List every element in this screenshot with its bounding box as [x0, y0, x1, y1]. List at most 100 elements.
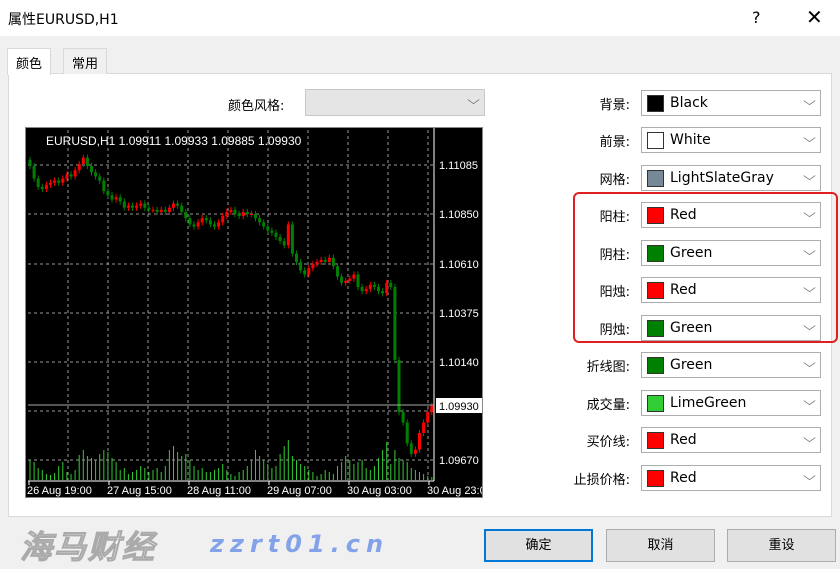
- candle-body: [422, 422, 426, 433]
- candle-body: [430, 405, 434, 413]
- color-swatch: [647, 245, 664, 262]
- chart-header: EURUSD,H1 1.09911 1.09933 1.09885 1.0993…: [46, 134, 302, 148]
- tab-colors[interactable]: 颜色: [7, 48, 52, 75]
- property-label: 阴柱:: [599, 248, 630, 263]
- property-label: 阳柱:: [599, 210, 630, 225]
- candle-body: [266, 226, 270, 231]
- property-row: 止损价格: Red ⌵: [540, 465, 840, 491]
- price-label: 1.10610: [439, 259, 479, 271]
- candle-body: [409, 443, 413, 454]
- color-swatch: [647, 320, 664, 337]
- current-price-label: 1.09930: [439, 401, 479, 413]
- chevron-down-icon: ⌵: [803, 169, 816, 183]
- price-label: 1.09670: [439, 455, 479, 467]
- color-select[interactable]: White ⌵: [641, 127, 821, 153]
- color-name: Red: [670, 432, 697, 448]
- chevron-down-icon: ⌵: [803, 319, 816, 333]
- color-name: LimeGreen: [670, 395, 747, 411]
- candle-body: [282, 241, 286, 246]
- candle-body: [49, 182, 52, 185]
- candle-body: [319, 259, 323, 262]
- chevron-down-icon: ⌵: [803, 131, 816, 145]
- candle-body: [167, 207, 171, 212]
- color-select[interactable]: Green ⌵: [641, 352, 821, 378]
- candle-body: [356, 274, 360, 287]
- candle-body: [98, 176, 102, 181]
- candle-body: [258, 218, 262, 223]
- candle-body: [36, 178, 40, 187]
- candle-body: [147, 207, 151, 210]
- color-name: Black: [670, 95, 708, 111]
- property-label: 折线图:: [586, 360, 630, 375]
- candle-body: [184, 211, 188, 219]
- cancel-button[interactable]: 取消: [606, 529, 715, 562]
- candle-body: [85, 157, 89, 167]
- candle-body: [143, 203, 147, 208]
- candle-body: [311, 264, 315, 269]
- color-style-select[interactable]: ⌵: [305, 89, 485, 116]
- candle-body: [81, 157, 85, 164]
- property-label: 前景:: [599, 135, 630, 150]
- candle-body: [53, 180, 57, 183]
- color-select[interactable]: LimeGreen ⌵: [641, 390, 821, 416]
- time-label: 28 Aug 11:00: [187, 485, 251, 497]
- color-name: White: [670, 132, 711, 148]
- price-label: 1.11085: [439, 160, 478, 172]
- tab-common[interactable]: 常用: [63, 48, 108, 74]
- candle-body: [360, 286, 364, 292]
- candle-body: [225, 211, 229, 217]
- candle-body: [114, 197, 118, 200]
- candle-body: [336, 266, 339, 277]
- ok-button[interactable]: 确定: [484, 529, 593, 562]
- candle-body: [180, 205, 184, 212]
- color-select[interactable]: Black ⌵: [641, 90, 821, 116]
- color-name: Red: [670, 207, 697, 223]
- candle-body: [57, 180, 61, 183]
- help-button[interactable]: ?: [752, 8, 761, 27]
- chevron-down-icon: ⌵: [803, 206, 816, 220]
- property-row: 买价线: Red ⌵: [540, 427, 840, 453]
- color-select[interactable]: Green ⌵: [641, 315, 821, 341]
- candle-body: [61, 178, 65, 183]
- close-button[interactable]: ✕: [806, 5, 823, 29]
- candle-body: [344, 280, 348, 283]
- candle-body: [159, 209, 163, 212]
- color-swatch: [647, 170, 664, 187]
- chevron-down-icon: ⌵: [467, 93, 480, 107]
- candle-body: [278, 236, 282, 242]
- candle-body: [348, 278, 352, 281]
- candle-body: [327, 257, 331, 262]
- candle-body: [340, 276, 344, 283]
- candle-body: [331, 257, 335, 267]
- color-name: Green: [670, 320, 713, 336]
- property-row: 阳柱: Red ⌵: [540, 202, 840, 228]
- candle-body: [237, 214, 241, 217]
- color-select[interactable]: Green ⌵: [641, 240, 821, 266]
- chart-canvas: EURUSD,H1 1.09911 1.09933 1.09885 1.0993…: [27, 128, 482, 497]
- candle-body: [299, 261, 303, 271]
- color-select[interactable]: Red ⌵: [641, 277, 821, 303]
- window-title: 属性EURUSD,H1: [8, 12, 119, 28]
- reset-button[interactable]: 重设: [727, 529, 836, 562]
- candle-body: [426, 412, 430, 423]
- chevron-down-icon: ⌵: [803, 356, 816, 370]
- color-select[interactable]: Red ⌵: [641, 427, 821, 453]
- candle-body: [368, 284, 372, 290]
- color-select[interactable]: Red ⌵: [641, 202, 821, 228]
- property-row: 网格: LightSlateGray ⌵: [540, 165, 840, 191]
- candle-body: [241, 211, 245, 217]
- time-label: 27 Aug 15:00: [107, 485, 172, 497]
- candle-body: [196, 222, 200, 227]
- candle-body: [135, 205, 139, 208]
- candle-body: [286, 224, 290, 246]
- candle-body: [381, 291, 385, 294]
- watermark-url: zzrt01.cn: [210, 530, 390, 558]
- candle-body: [131, 205, 134, 208]
- candle-body: [90, 166, 93, 173]
- color-select[interactable]: Red ⌵: [641, 465, 821, 491]
- color-name: Red: [670, 470, 697, 486]
- color-swatch: [647, 432, 664, 449]
- candle-body: [126, 205, 130, 208]
- color-select[interactable]: LightSlateGray ⌵: [641, 165, 821, 191]
- price-label: 1.10140: [439, 357, 479, 369]
